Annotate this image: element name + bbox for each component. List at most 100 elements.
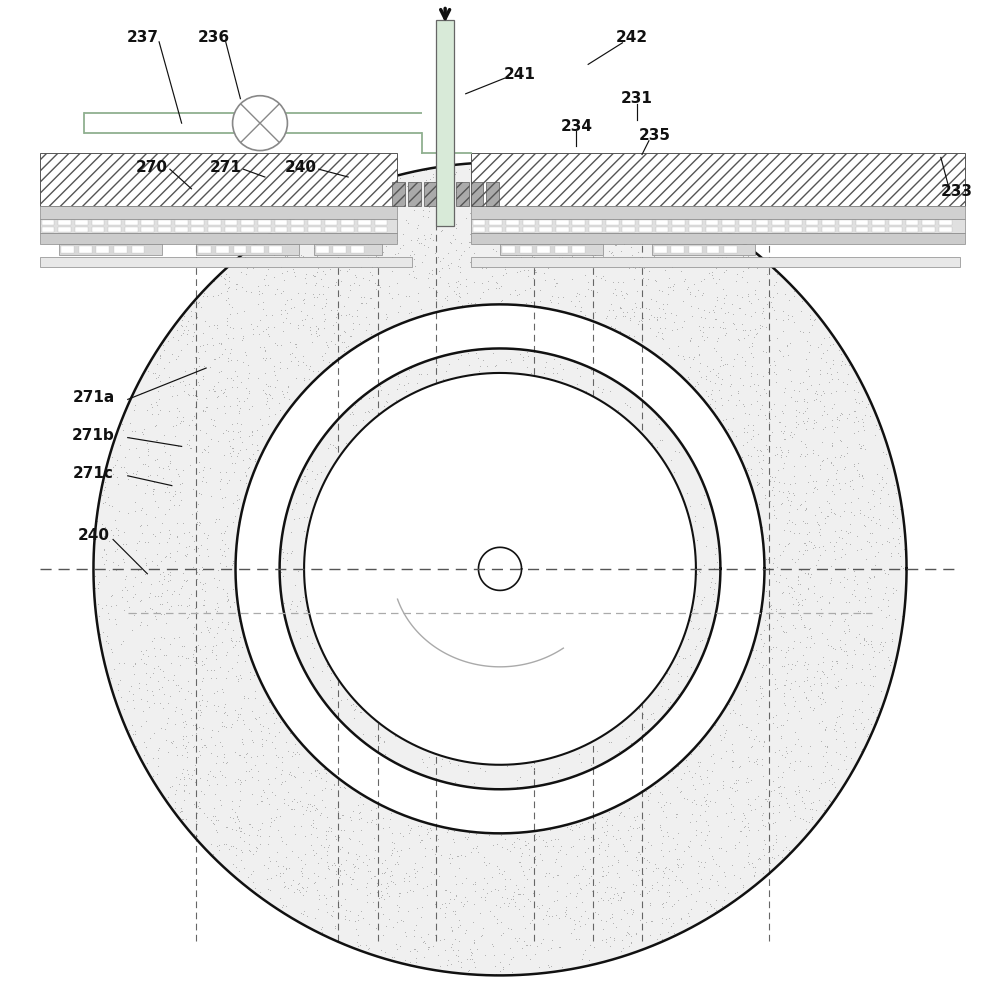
- Point: [195, 369, 211, 385]
- Point: [374, 197, 390, 213]
- Point: [330, 893, 346, 908]
- Point: [290, 357, 306, 373]
- Point: [835, 374, 851, 389]
- Point: [776, 696, 792, 711]
- Point: [714, 249, 730, 265]
- Point: [244, 423, 260, 439]
- Point: [518, 643, 534, 658]
- Point: [643, 706, 659, 722]
- Point: [171, 403, 187, 419]
- Point: [693, 853, 709, 869]
- Point: [192, 697, 208, 712]
- Point: [482, 904, 498, 919]
- Point: [403, 360, 419, 376]
- Point: [812, 366, 828, 382]
- Point: [601, 423, 617, 439]
- Point: [770, 769, 786, 785]
- Point: [686, 792, 702, 807]
- Point: [765, 709, 781, 725]
- Point: [162, 455, 178, 471]
- Point: [393, 912, 409, 928]
- Point: [588, 473, 604, 489]
- Point: [406, 942, 422, 957]
- Point: [576, 532, 592, 547]
- Point: [110, 676, 126, 692]
- Point: [192, 747, 208, 762]
- Point: [187, 399, 203, 415]
- Point: [217, 524, 233, 540]
- Point: [433, 848, 449, 863]
- Point: [585, 224, 601, 239]
- Point: [561, 184, 577, 200]
- Point: [350, 562, 366, 578]
- Point: [795, 324, 811, 339]
- Point: [443, 919, 459, 935]
- Point: [734, 813, 750, 829]
- Point: [717, 320, 733, 336]
- Point: [468, 219, 484, 234]
- Point: [732, 300, 748, 316]
- Point: [667, 443, 683, 459]
- Point: [523, 594, 539, 609]
- Point: [453, 958, 469, 974]
- Point: [388, 187, 404, 203]
- Point: [283, 596, 299, 612]
- Point: [148, 604, 164, 620]
- Point: [703, 749, 719, 764]
- Point: [136, 655, 152, 671]
- Point: [650, 859, 666, 875]
- Point: [208, 638, 224, 653]
- Point: [436, 931, 452, 947]
- Point: [492, 181, 508, 197]
- Point: [121, 441, 137, 457]
- Point: [459, 284, 475, 300]
- Point: [444, 923, 460, 939]
- Point: [716, 252, 732, 268]
- Point: [274, 251, 290, 267]
- Point: [322, 879, 338, 895]
- Point: [821, 797, 837, 812]
- Point: [612, 804, 628, 820]
- Point: [407, 518, 423, 534]
- Point: [344, 308, 360, 324]
- Point: [355, 412, 371, 428]
- Point: [710, 330, 726, 345]
- Point: [697, 239, 713, 255]
- Bar: [333, 245, 346, 253]
- Point: [727, 705, 743, 721]
- Point: [718, 262, 734, 278]
- Bar: [502, 245, 515, 253]
- Point: [780, 441, 796, 457]
- Point: [224, 455, 240, 471]
- Point: [167, 795, 183, 810]
- Point: [296, 904, 312, 919]
- Point: [472, 905, 488, 921]
- Point: [521, 848, 537, 863]
- Point: [818, 745, 834, 760]
- Point: [630, 209, 646, 225]
- Point: [834, 406, 850, 422]
- Point: [643, 913, 659, 929]
- Point: [254, 739, 270, 754]
- Point: [493, 827, 509, 843]
- Point: [738, 775, 754, 791]
- Point: [344, 585, 360, 600]
- Point: [828, 732, 844, 748]
- Point: [286, 801, 302, 817]
- Point: [773, 619, 789, 635]
- Point: [234, 639, 250, 654]
- Point: [702, 579, 718, 594]
- Point: [162, 453, 178, 469]
- Point: [169, 528, 185, 543]
- Point: [642, 897, 658, 912]
- Point: [749, 474, 765, 490]
- Point: [528, 856, 544, 872]
- Point: [348, 639, 364, 654]
- Point: [609, 215, 625, 231]
- Point: [634, 199, 650, 215]
- Point: [163, 598, 179, 614]
- Point: [763, 596, 779, 612]
- Point: [232, 706, 248, 722]
- Point: [729, 346, 745, 362]
- Point: [773, 643, 789, 658]
